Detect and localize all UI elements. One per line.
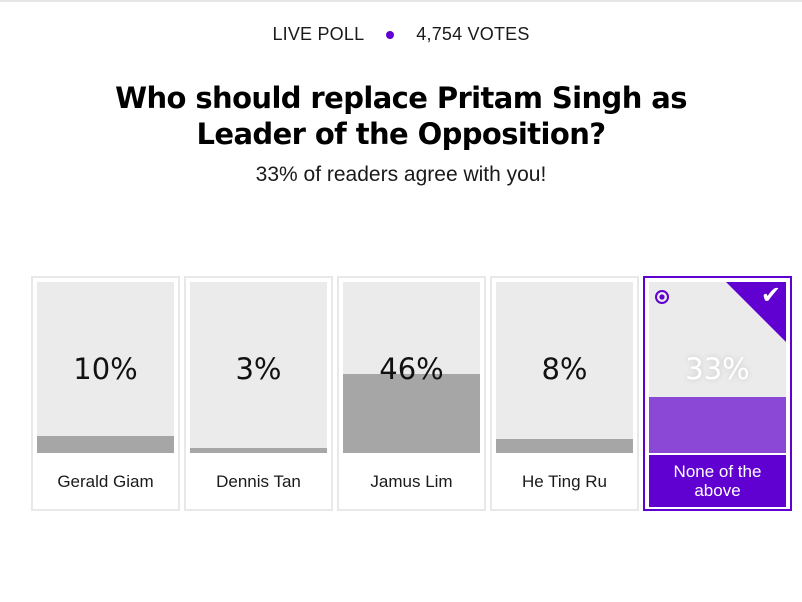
result-bar	[649, 397, 786, 453]
poll-option-jamus-lim[interactable]: 46% Jamus Lim	[337, 276, 486, 511]
option-result-panel: 46%	[343, 282, 480, 453]
option-label: Dennis Tan	[216, 471, 301, 491]
poll-options: 10% Gerald Giam 3% Dennis Tan 46% Jamus …	[31, 276, 792, 511]
option-result-panel: 3%	[190, 282, 327, 453]
agreement-text: 33% of readers agree with you!	[255, 163, 547, 186]
result-bar	[190, 448, 327, 453]
option-result-panel: 8%	[496, 282, 633, 453]
option-label: He Ting Ru	[521, 471, 608, 491]
option-percent: 3%	[235, 352, 282, 386]
result-bar	[496, 439, 633, 453]
option-label: Jamus Lim	[370, 471, 453, 491]
result-bar	[343, 374, 480, 453]
option-percent: 8%	[541, 352, 588, 386]
vote-count: 4,754 VOTES	[416, 24, 530, 44]
option-percent: 46%	[379, 352, 444, 386]
checkmark-icon: ✔	[760, 282, 781, 309]
option-result-panel: 10%	[37, 282, 174, 453]
poll-option-gerald-giam[interactable]: 10% Gerald Giam	[31, 276, 180, 511]
option-label: Gerald Giam	[57, 471, 154, 491]
result-bar	[37, 436, 174, 453]
poll-option-dennis-tan[interactable]: 3% Dennis Tan	[184, 276, 333, 511]
separator-dot-icon	[386, 30, 395, 39]
live-poll-tag: LIVE POLL	[272, 24, 365, 44]
poll-option-he-ting-ru[interactable]: 8% He Ting Ru	[490, 276, 639, 511]
radio-selected-icon	[655, 290, 669, 304]
option-percent: 10%	[73, 352, 138, 386]
poll-meta: LIVE POLL 4,754 VOTES	[0, 24, 802, 45]
poll-option-none-of-the-above[interactable]: 33% ✔ None of the above	[643, 276, 792, 511]
top-divider	[0, 0, 802, 2]
poll-question: Who should replace Pritam Singh as Leade…	[115, 81, 687, 151]
option-label: None of the above	[649, 455, 786, 507]
option-percent: 33%	[685, 352, 750, 386]
selected-corner-flag	[726, 282, 786, 342]
